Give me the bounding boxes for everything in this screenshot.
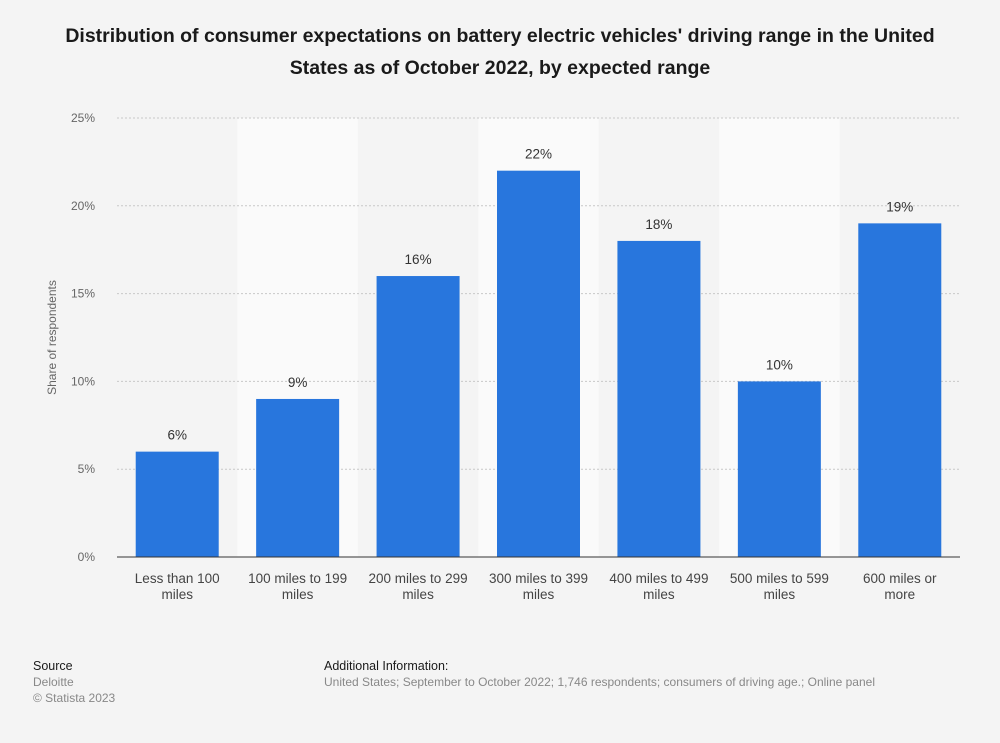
additional-info-section: Additional Information: United States; S… bbox=[324, 658, 875, 690]
data-label: 6% bbox=[167, 428, 187, 443]
additional-info-text: United States; September to October 2022… bbox=[324, 675, 875, 689]
y-tick-label: 0% bbox=[78, 550, 96, 564]
x-tick-label: 600 miles or more bbox=[863, 571, 937, 602]
data-label: 9% bbox=[288, 375, 308, 390]
y-axis-ticks: 0% 5% 10% 15% 20% 25% bbox=[71, 111, 95, 564]
chart-title: Distribution of consumer expectations on… bbox=[65, 25, 935, 79]
data-label: 19% bbox=[886, 199, 913, 214]
source-name: Deloitte bbox=[33, 675, 74, 689]
bar bbox=[737, 381, 821, 557]
data-label: 22% bbox=[525, 147, 552, 162]
bar bbox=[376, 276, 460, 557]
data-label: 16% bbox=[405, 252, 432, 267]
source-heading: Source bbox=[33, 659, 73, 673]
y-tick-label: 25% bbox=[71, 111, 95, 125]
x-tick-label: 500 miles to 599 miles bbox=[730, 571, 829, 602]
copyright: © Statista 2023 bbox=[33, 691, 116, 705]
data-labels: 6% 9% 16% 22% 18% 10% 19% bbox=[167, 147, 913, 443]
y-tick-label: 10% bbox=[71, 374, 95, 388]
y-tick-label: 20% bbox=[71, 199, 95, 213]
y-tick-label: 15% bbox=[71, 287, 95, 301]
source-section: Source Deloitte © Statista 2023 bbox=[33, 658, 115, 706]
x-tick-label: 300 miles to 399 miles bbox=[489, 571, 588, 602]
bar bbox=[135, 451, 219, 557]
bar bbox=[256, 398, 340, 557]
data-label: 18% bbox=[645, 217, 672, 232]
additional-info-heading: Additional Information: bbox=[324, 659, 449, 673]
data-label: 10% bbox=[766, 357, 793, 372]
x-tick-label: 200 miles to 299 miles bbox=[369, 571, 468, 602]
bar bbox=[497, 170, 580, 557]
bar bbox=[617, 240, 701, 558]
bar bbox=[858, 223, 942, 558]
y-axis-label: Share of respondents bbox=[45, 280, 59, 395]
x-tick-label: 400 miles to 499 miles bbox=[609, 571, 708, 602]
x-tick-label: Less than 100 miles bbox=[135, 571, 220, 602]
bars bbox=[135, 170, 942, 558]
x-axis-ticks: Less than 100 miles 100 miles to 199 miles 2… bbox=[135, 571, 937, 602]
x-tick-label: 100 miles to 199 miles bbox=[248, 571, 347, 602]
y-tick-label: 5% bbox=[78, 462, 96, 476]
